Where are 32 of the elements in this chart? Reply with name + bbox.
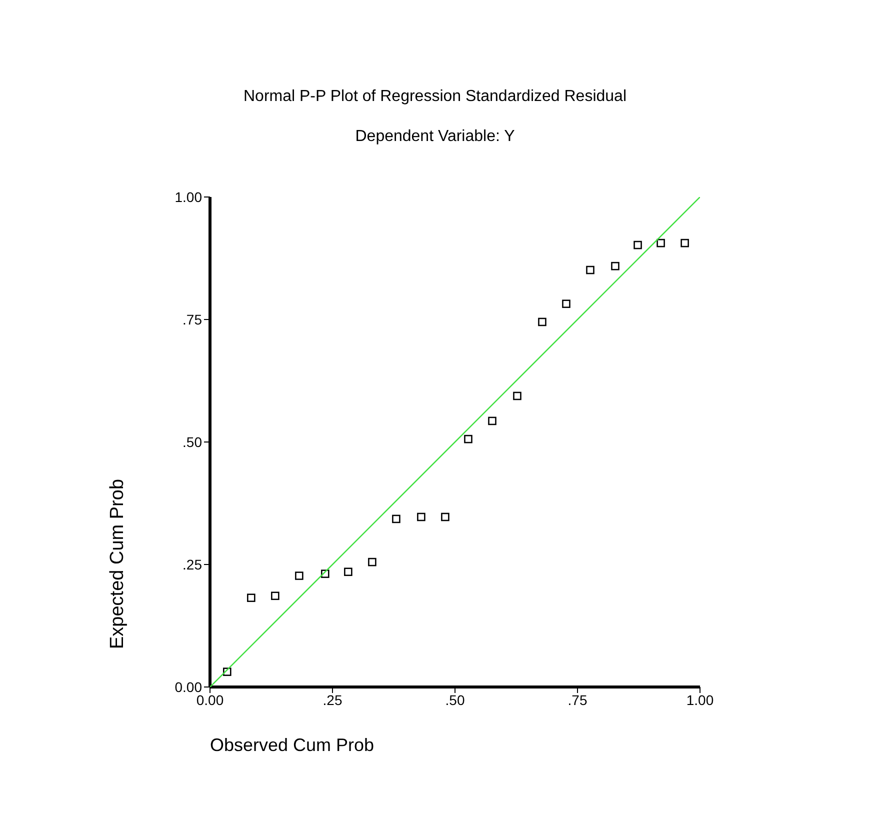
- point: [611, 262, 620, 270]
- point: [271, 592, 280, 600]
- point: [634, 240, 642, 250]
- y-tick-label: .75: [182, 311, 202, 328]
- chart-title: Normal P-P Plot of Regression Standardized Residual: [242, 88, 628, 106]
- point: [586, 266, 594, 274]
- point: [538, 318, 546, 326]
- point: [513, 392, 522, 400]
- y-axis-title: Expected Cum Prob: [107, 478, 129, 652]
- x-tick-label: .50: [445, 692, 465, 708]
- point: [321, 570, 330, 578]
- point: [441, 512, 450, 522]
- chart-subtitle: Dependent Variable: Y: [354, 128, 516, 146]
- x-tick-label: .75: [568, 692, 588, 708]
- y-tick-label: 1.00: [174, 188, 202, 205]
- x-tick-label: .25: [322, 692, 342, 708]
- point: [392, 514, 400, 524]
- point: [295, 572, 304, 580]
- y-tick-label: .25: [182, 556, 202, 572]
- y-tick-label: .50: [182, 434, 202, 450]
- x-tick-label: 1.00: [686, 692, 714, 708]
- point: [488, 416, 496, 426]
- point: [417, 512, 426, 522]
- point: [368, 558, 376, 566]
- point: [223, 668, 232, 676]
- point: [562, 300, 570, 308]
- point: [464, 434, 472, 444]
- point: [680, 238, 689, 248]
- point: [344, 568, 352, 576]
- point: [247, 594, 256, 602]
- x-axis-title: Observed Cum Prob: [210, 735, 374, 756]
- point: [656, 238, 665, 248]
